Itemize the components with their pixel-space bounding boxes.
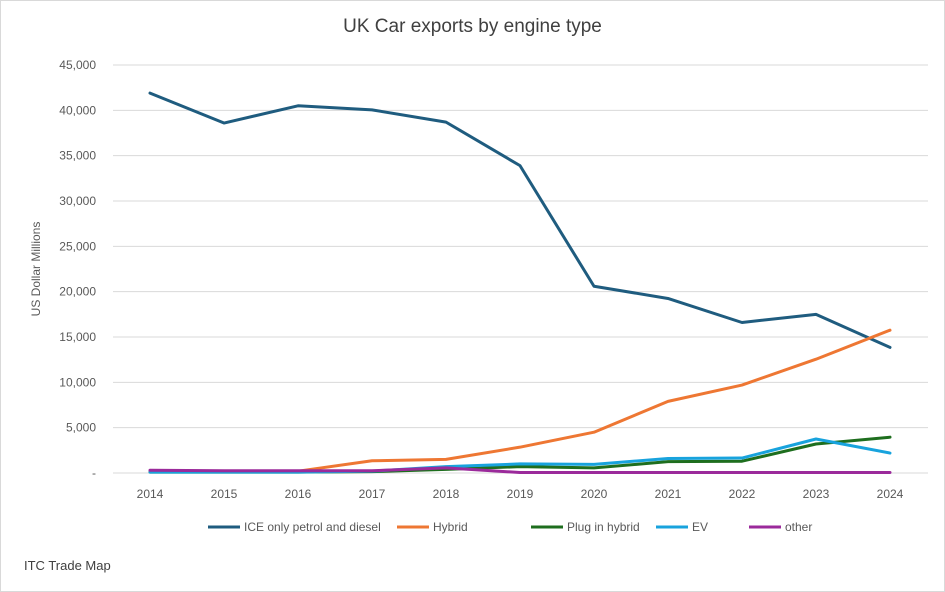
y-tick-label: 5,000 bbox=[66, 421, 96, 435]
legend-label: EV bbox=[692, 520, 708, 534]
x-tick-label: 2023 bbox=[803, 487, 830, 501]
series-line-plug-in-hybrid bbox=[148, 435, 892, 474]
x-tick-label: 2015 bbox=[211, 487, 238, 501]
legend-label: Plug in hybrid bbox=[567, 520, 640, 534]
y-tick-label: 45,000 bbox=[59, 58, 96, 72]
y-tick-label: 25,000 bbox=[59, 239, 96, 253]
x-tick-label: 2017 bbox=[359, 487, 386, 501]
x-tick-label: 2021 bbox=[655, 487, 682, 501]
y-tick-label: - bbox=[92, 466, 96, 480]
source-note: ITC Trade Map bbox=[24, 558, 111, 573]
x-tick-label: 2024 bbox=[877, 487, 904, 501]
x-tick-label: 2020 bbox=[581, 487, 608, 501]
legend-label: Hybrid bbox=[433, 520, 468, 534]
series-line-ice-only-petrol-and-diesel bbox=[148, 91, 892, 349]
y-tick-label: 15,000 bbox=[59, 330, 96, 344]
chart-title: UK Car exports by engine type bbox=[343, 16, 602, 37]
x-tick-label: 2014 bbox=[137, 487, 164, 501]
y-tick-label: 35,000 bbox=[59, 149, 96, 163]
legend-label: ICE only petrol and diesel bbox=[244, 520, 381, 534]
y-tick-label: 20,000 bbox=[59, 285, 96, 299]
legend-label: other bbox=[785, 520, 812, 534]
y-axis-label: US Dollar Millions bbox=[29, 222, 43, 317]
x-tick-label: 2022 bbox=[729, 487, 756, 501]
y-tick-label: 10,000 bbox=[59, 375, 96, 389]
y-tick-label: 30,000 bbox=[59, 194, 96, 208]
x-tick-label: 2019 bbox=[507, 487, 534, 501]
x-tick-label: 2018 bbox=[433, 487, 460, 501]
series-line-other bbox=[148, 466, 892, 475]
y-tick-label: 40,000 bbox=[59, 103, 96, 117]
x-tick-label: 2016 bbox=[285, 487, 312, 501]
